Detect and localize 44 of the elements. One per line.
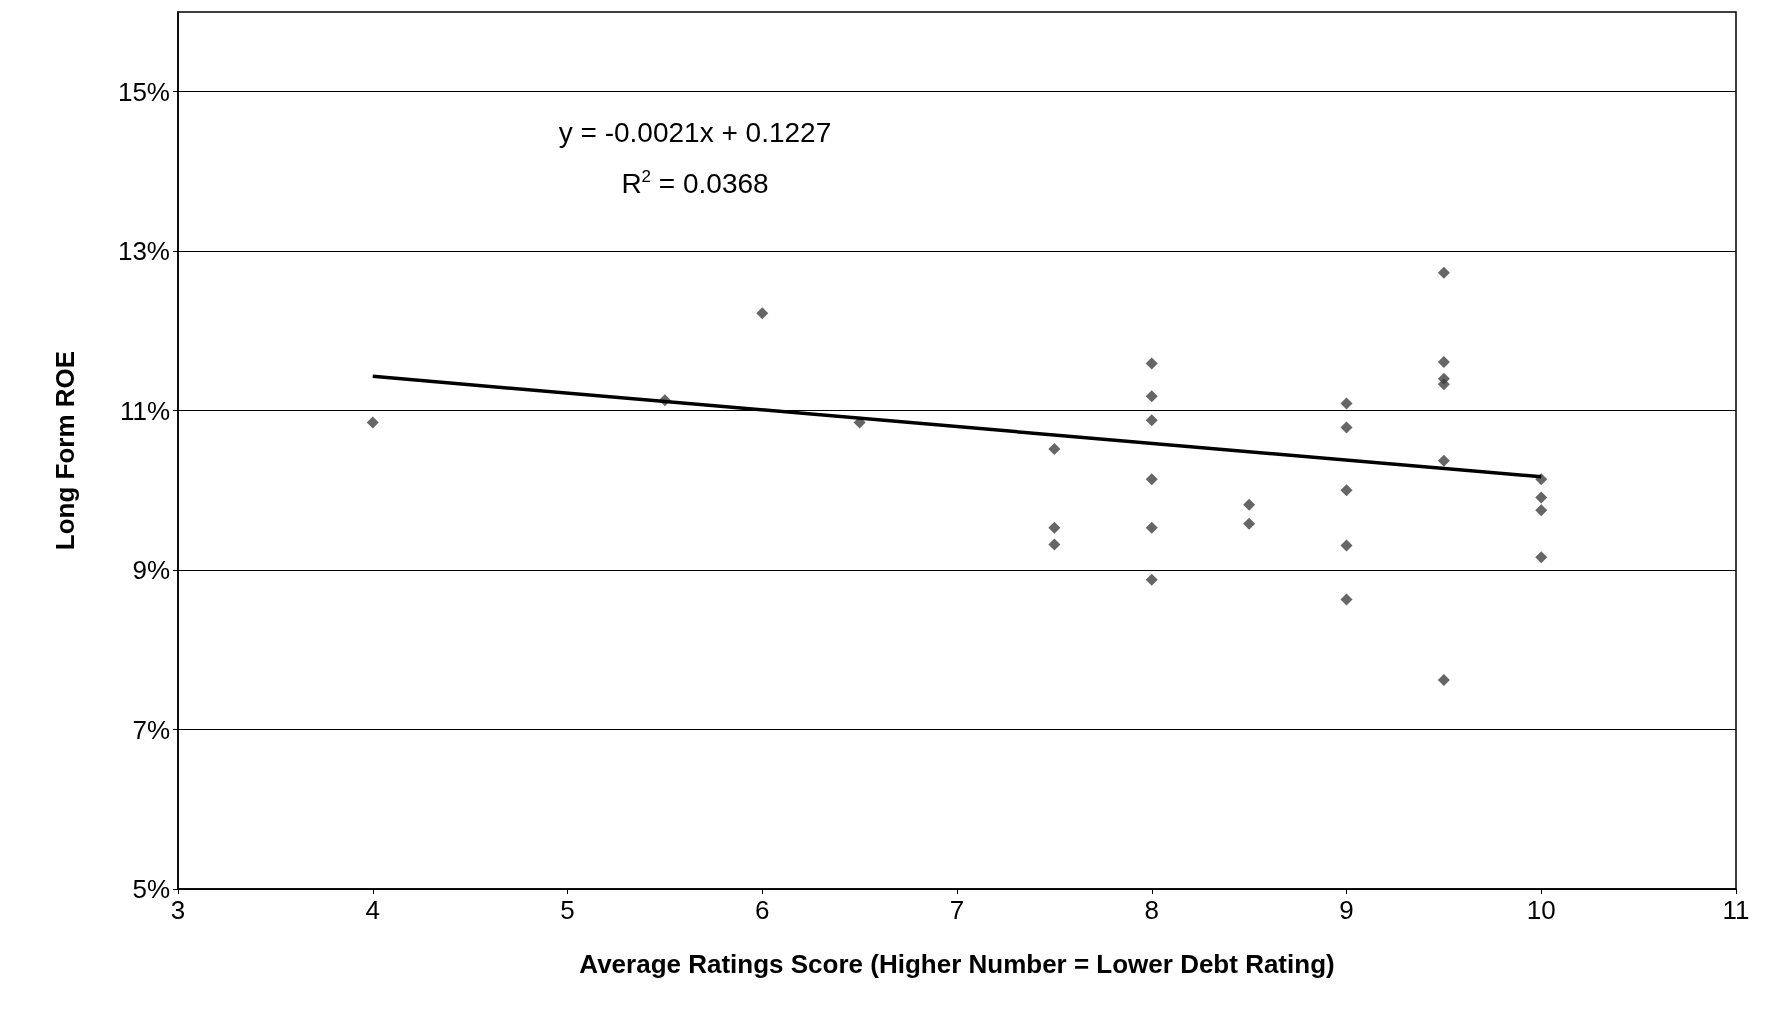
point <box>1145 414 1158 427</box>
point <box>1535 491 1548 504</box>
point <box>1048 538 1061 551</box>
point <box>1243 517 1256 530</box>
point <box>366 416 379 429</box>
point <box>1145 521 1158 534</box>
point <box>1437 356 1450 368</box>
point <box>1340 397 1353 410</box>
point <box>1048 521 1061 534</box>
point <box>1437 454 1450 467</box>
point <box>1145 357 1158 370</box>
y-tick-label: 13% <box>117 236 170 267</box>
point <box>1437 266 1450 279</box>
point <box>1243 498 1256 511</box>
point <box>1340 539 1353 552</box>
point <box>1340 484 1353 497</box>
point <box>1145 473 1158 486</box>
point <box>1145 390 1158 403</box>
point <box>1535 551 1548 564</box>
x-tick-label: 10 <box>1526 895 1556 925</box>
y-tick-label: 5% <box>132 874 170 904</box>
point <box>756 307 769 320</box>
x-tick-label: 3 <box>170 895 186 925</box>
x-tick-label: 7 <box>949 895 965 925</box>
y-tick-label: 7% <box>132 714 170 745</box>
point <box>1437 674 1450 687</box>
x-tick-label: 6 <box>755 895 770 925</box>
x-axis-title: Average Ratings Score (Higher Number = Lower Debt Rating) <box>579 949 1335 979</box>
point <box>1340 421 1353 434</box>
point <box>1437 378 1450 391</box>
annotation: y = -0.0021x + 0.1227 <box>558 116 832 148</box>
point <box>1145 573 1158 586</box>
y-tick-label: 15% <box>117 76 170 107</box>
x-tick-label: 8 <box>1144 895 1159 925</box>
point <box>1535 504 1548 517</box>
y-axis-title: Long Form ROE <box>50 350 80 551</box>
point <box>1340 593 1353 606</box>
y-tick-label: 9% <box>132 555 170 586</box>
point <box>1048 442 1061 455</box>
x-tick-label: 9 <box>1339 895 1354 925</box>
x-tick-label: 4 <box>365 895 380 925</box>
y-tick-label: 11% <box>119 395 170 426</box>
x-tick-label: 5 <box>560 895 575 925</box>
x-tick-label: 11 <box>1722 895 1750 925</box>
